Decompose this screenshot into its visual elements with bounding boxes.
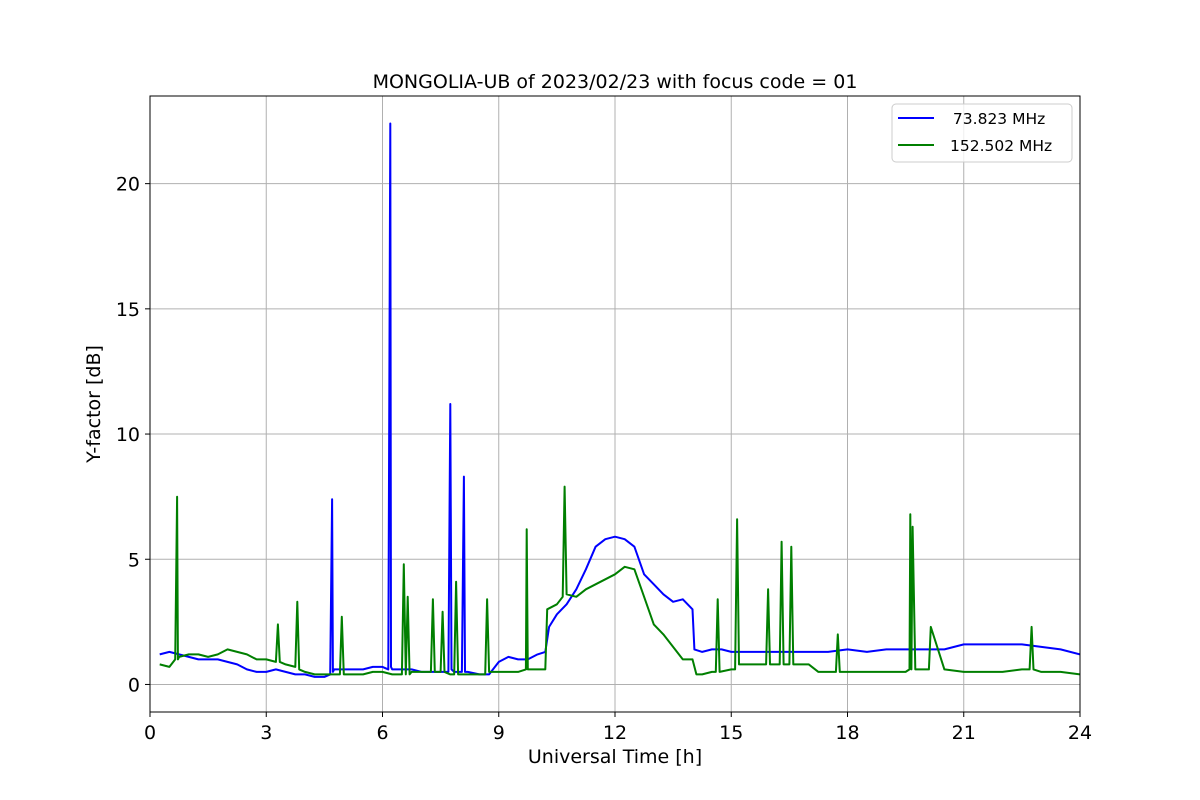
x-tick-label: 6 (376, 722, 388, 744)
x-tick-label: 0 (144, 722, 156, 744)
x-tick-label: 24 (1068, 722, 1092, 744)
legend-box (891, 103, 1073, 163)
x-axis-label: Universal Time [h] (528, 746, 702, 768)
x-tick-label: 9 (493, 722, 505, 744)
x-tick-label: 18 (835, 722, 859, 744)
x-tick-label: 3 (260, 722, 272, 744)
y-axis-label: Y-factor [dB] (83, 345, 105, 464)
legend-label-73mhz: 73.823 MHz (948, 110, 1045, 128)
grid-layer (149, 96, 1081, 712)
legend-label-152mhz: 152.502 MHz (950, 137, 1052, 155)
series-line-0 (159, 122, 1080, 678)
chart-title: MONGOLIA-UB of 2023/02/23 with focus cod… (373, 71, 858, 93)
y-tick-label: 15 (116, 299, 140, 321)
legend: 73.823 MHz 152.502 MHz (891, 103, 1073, 163)
tick-layer: 0 3 6 9 12 15 18 21 24 0 5 10 15 20 (116, 174, 1092, 744)
y-tick-label: 20 (116, 174, 140, 196)
x-tick-label: 15 (719, 722, 743, 744)
y-tick-label: 5 (128, 549, 140, 571)
x-tick-label: 21 (952, 722, 976, 744)
y-tick-label: 0 (128, 674, 140, 696)
series-line-1 (159, 485, 1080, 676)
x-tick-label: 12 (603, 722, 627, 744)
series-layer (159, 122, 1080, 678)
y-tick-label: 10 (116, 424, 140, 446)
